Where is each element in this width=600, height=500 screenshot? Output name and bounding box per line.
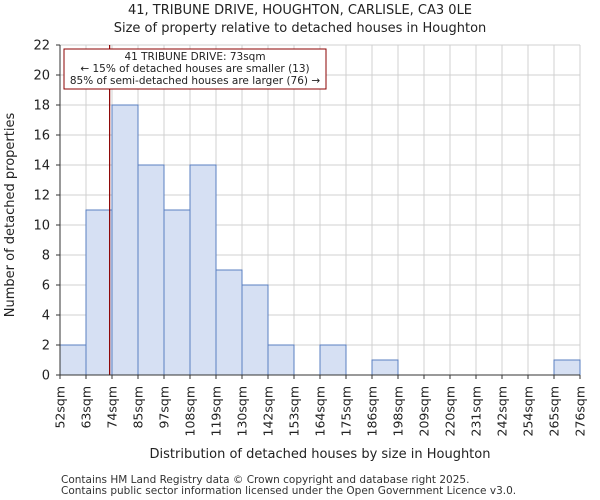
bar-52sqm	[59, 344, 87, 376]
y-tick-label: 14	[33, 159, 50, 174]
bar-97sqm	[163, 209, 191, 376]
y-tick-label: 18	[33, 99, 50, 114]
x-tick-label: 186sqm	[365, 386, 380, 436]
x-tick-label: 242sqm	[495, 386, 510, 436]
x-tick-label: 164sqm	[313, 386, 328, 436]
bars	[59, 104, 581, 376]
annotation-line-3: 85% of semi-detached houses are larger (…	[70, 75, 321, 87]
x-tick-label: 175sqm	[339, 386, 354, 436]
bar-164sqm	[319, 344, 347, 376]
y-tick-label: 4	[42, 309, 50, 324]
bar-130sqm	[241, 284, 269, 376]
x-tick-label: 153sqm	[287, 386, 302, 436]
y-tick-label: 8	[42, 249, 50, 264]
annotation-box: 41 TRIBUNE DRIVE: 73sqm ← 15% of detache…	[63, 48, 327, 90]
y-tick-label: 20	[33, 69, 50, 84]
bar-142sqm	[267, 344, 295, 376]
y-tick-label: 22	[33, 39, 50, 54]
y-tick-label: 16	[33, 129, 50, 144]
y-tick-label: 0	[42, 369, 50, 384]
x-tick-label: 130sqm	[235, 386, 250, 436]
x-tick-label: 52sqm	[53, 386, 68, 429]
bar-265sqm	[553, 359, 581, 376]
annotation-frame	[63, 48, 327, 90]
footer-line-1: Contains HM Land Registry data © Crown c…	[61, 474, 470, 486]
x-tick-label: 119sqm	[209, 386, 224, 436]
x-tick-label: 198sqm	[391, 386, 406, 436]
bar-119sqm	[215, 269, 243, 376]
x-tick-label: 63sqm	[79, 386, 94, 429]
chart-subtitle: Size of property relative to detached ho…	[113, 21, 487, 36]
x-tick-label: 231sqm	[469, 386, 484, 436]
chart-title: 41, TRIBUNE DRIVE, HOUGHTON, CARLISLE, C…	[127, 3, 473, 18]
y-tick-label: 6	[42, 279, 50, 294]
x-tick-label: 142sqm	[261, 386, 276, 436]
x-tick-label: 85sqm	[131, 386, 146, 429]
y-tick-label: 2	[42, 339, 50, 354]
x-tick-label: 97sqm	[157, 386, 172, 429]
footer-line-2: Contains public sector information licen…	[61, 485, 517, 497]
x-tick-label: 254sqm	[521, 386, 536, 436]
tick-labels: 0 2 4 6 8 10 12 14 16 18 20 22 52sqm 63sqm 74sqm 85sqm 9…	[33, 39, 587, 437]
x-tick-label: 276sqm	[573, 386, 588, 436]
y-tick-label: 12	[33, 189, 50, 204]
y-tick-label: 10	[33, 219, 50, 234]
y-axis-label: Number of detached properties	[3, 113, 18, 318]
x-axis-label: Distribution of detached houses by size …	[150, 447, 491, 462]
bar-85sqm	[137, 164, 165, 376]
bar-108sqm	[189, 164, 217, 376]
x-tick-label: 209sqm	[417, 386, 432, 436]
bar-63sqm	[85, 209, 113, 376]
x-tick-label: 265sqm	[547, 386, 562, 436]
bar-74sqm	[111, 104, 139, 376]
x-tick-label: 108sqm	[183, 386, 198, 436]
annotation-line-2: ← 15% of detached houses are smaller (13…	[80, 63, 309, 75]
bar-186sqm	[371, 359, 399, 376]
x-tick-label: 220sqm	[443, 386, 458, 436]
x-tick-label: 74sqm	[105, 386, 120, 429]
annotation-line-1: 41 TRIBUNE DRIVE: 73sqm	[124, 51, 265, 63]
